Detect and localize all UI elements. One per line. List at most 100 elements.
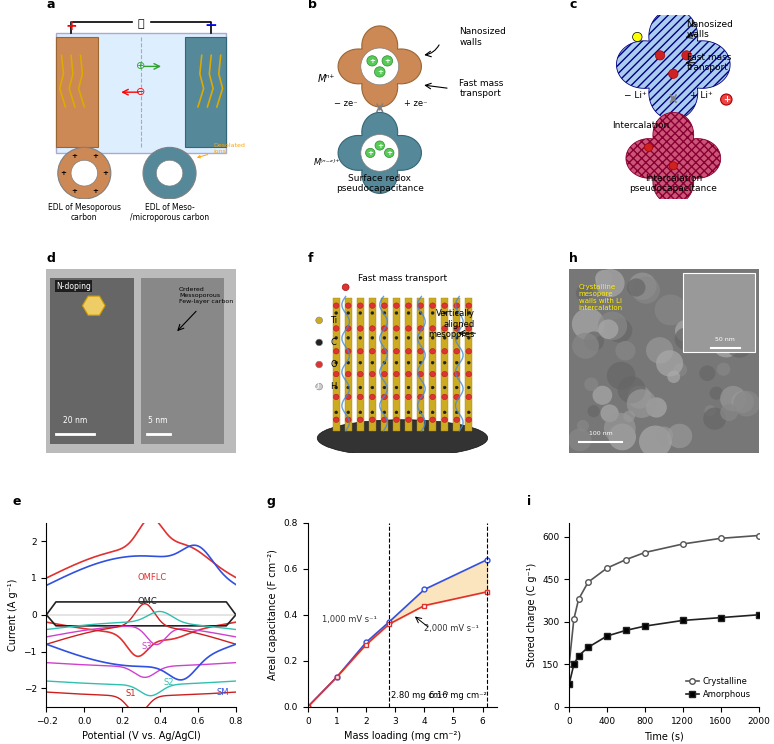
Circle shape: [444, 336, 446, 339]
Circle shape: [572, 308, 604, 340]
Text: S2: S2: [164, 679, 174, 687]
Circle shape: [383, 312, 386, 315]
Circle shape: [584, 377, 598, 391]
Circle shape: [358, 303, 363, 309]
Circle shape: [316, 317, 323, 324]
Circle shape: [369, 417, 375, 423]
Circle shape: [342, 284, 349, 291]
Circle shape: [394, 348, 399, 354]
Circle shape: [444, 411, 446, 414]
Circle shape: [466, 303, 471, 309]
Circle shape: [466, 326, 471, 331]
Circle shape: [577, 420, 589, 432]
Circle shape: [334, 336, 337, 339]
Text: 💡: 💡: [138, 19, 145, 29]
Amorphous: [622, 626, 631, 635]
Circle shape: [345, 348, 351, 354]
FancyBboxPatch shape: [381, 298, 388, 431]
Polygon shape: [626, 112, 721, 205]
Circle shape: [371, 361, 374, 364]
Circle shape: [645, 144, 652, 152]
FancyBboxPatch shape: [454, 298, 460, 431]
Circle shape: [347, 361, 350, 364]
Circle shape: [444, 361, 446, 364]
Circle shape: [316, 361, 323, 368]
Amorphous: [640, 622, 649, 631]
Circle shape: [707, 318, 735, 345]
Circle shape: [358, 394, 363, 400]
Text: Ti: Ti: [330, 316, 337, 325]
Text: +: +: [92, 187, 98, 193]
Text: 50 nm: 50 nm: [715, 338, 735, 342]
Text: +: +: [65, 19, 77, 33]
Circle shape: [467, 312, 471, 315]
Circle shape: [369, 303, 375, 309]
FancyBboxPatch shape: [185, 37, 226, 147]
Circle shape: [406, 371, 411, 377]
Circle shape: [598, 312, 627, 340]
Circle shape: [627, 278, 646, 297]
Text: +: +: [71, 187, 77, 193]
X-axis label: Potential (V vs. Ag/AgCl): Potential (V vs. Ag/AgCl): [82, 731, 200, 741]
Circle shape: [442, 348, 447, 354]
Circle shape: [419, 336, 422, 339]
Circle shape: [407, 312, 410, 315]
Circle shape: [382, 303, 387, 309]
Polygon shape: [616, 10, 730, 120]
Circle shape: [430, 371, 436, 377]
FancyBboxPatch shape: [333, 298, 340, 431]
Text: Nanosized
walls: Nanosized walls: [459, 28, 506, 47]
FancyBboxPatch shape: [465, 298, 472, 431]
Text: Crystalline
mesopore
walls with Li
intercalation: Crystalline mesopore walls with Li inter…: [579, 283, 623, 310]
Text: +: +: [369, 58, 375, 64]
Text: EDL of Meso-
/microporous carbon: EDL of Meso- /microporous carbon: [130, 202, 209, 222]
FancyBboxPatch shape: [417, 298, 424, 431]
Circle shape: [704, 405, 716, 417]
Circle shape: [596, 269, 625, 297]
Circle shape: [345, 303, 351, 309]
Text: Fast mass
transport: Fast mass transport: [459, 79, 504, 98]
Circle shape: [454, 303, 460, 309]
FancyBboxPatch shape: [357, 298, 364, 431]
Text: O: O: [330, 360, 337, 369]
Text: +: +: [71, 153, 77, 158]
Circle shape: [394, 303, 399, 309]
Circle shape: [371, 386, 374, 389]
Circle shape: [731, 391, 754, 413]
Circle shape: [345, 417, 351, 423]
Circle shape: [347, 336, 350, 339]
Circle shape: [407, 336, 410, 339]
Circle shape: [595, 270, 612, 287]
FancyBboxPatch shape: [369, 298, 375, 431]
Circle shape: [688, 306, 712, 330]
Circle shape: [584, 332, 604, 351]
Circle shape: [359, 386, 361, 389]
Circle shape: [406, 394, 411, 400]
X-axis label: Mass loading (mg cm⁻²): Mass loading (mg cm⁻²): [344, 731, 461, 741]
Y-axis label: Areal capacitance (F cm⁻²): Areal capacitance (F cm⁻²): [268, 549, 278, 680]
Circle shape: [382, 326, 387, 331]
Circle shape: [431, 411, 434, 414]
Text: + ze⁻: + ze⁻: [404, 99, 427, 108]
Text: f: f: [308, 252, 313, 265]
Circle shape: [359, 411, 361, 414]
Circle shape: [347, 312, 350, 315]
Text: +: +: [385, 58, 390, 64]
Circle shape: [467, 411, 471, 414]
Text: 5 nm: 5 nm: [149, 416, 168, 426]
Ellipse shape: [317, 420, 488, 457]
Circle shape: [418, 371, 423, 377]
Circle shape: [667, 424, 692, 448]
Amorphous: [678, 616, 687, 625]
Circle shape: [687, 280, 718, 310]
Text: − Li⁺: − Li⁺: [624, 92, 647, 100]
Text: h: h: [569, 252, 578, 265]
Text: Vertically
aligned
mesopores: Vertically aligned mesopores: [428, 310, 474, 339]
Circle shape: [667, 371, 680, 383]
Circle shape: [359, 336, 361, 339]
Text: 2.80 mg cm⁻²: 2.80 mg cm⁻²: [391, 691, 448, 700]
Text: Intercalation
pseudocapacitance: Intercalation pseudocapacitance: [629, 174, 717, 193]
Crystalline: [564, 660, 574, 669]
Circle shape: [608, 423, 636, 450]
Circle shape: [316, 383, 323, 390]
